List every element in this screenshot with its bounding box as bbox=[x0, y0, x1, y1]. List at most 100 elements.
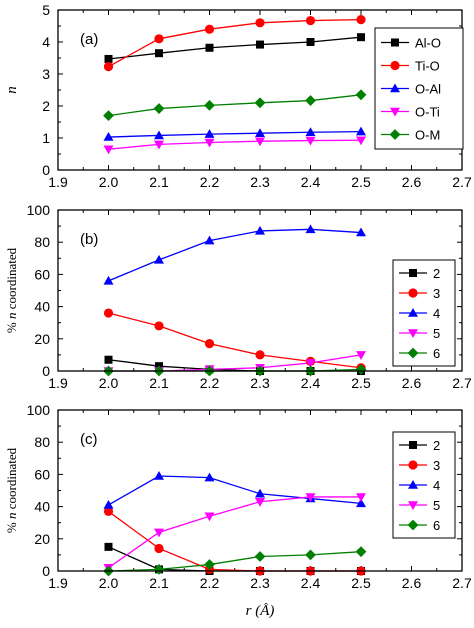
y-tick-label: 0 bbox=[42, 563, 50, 579]
data-point-3 bbox=[204, 339, 215, 349]
series-line-o-ti bbox=[108, 139, 362, 150]
series-line-6 bbox=[108, 551, 362, 572]
data-point-al-o bbox=[155, 49, 163, 58]
data-point-o-m bbox=[305, 95, 316, 106]
data-point-ti-o bbox=[103, 62, 114, 72]
data-point-5 bbox=[204, 512, 215, 522]
data-point-o-m bbox=[254, 97, 266, 109]
y-tick-label: 60 bbox=[34, 466, 50, 482]
x-tick-label: 2.6 bbox=[402, 375, 422, 391]
legend-label: 5 bbox=[433, 498, 440, 513]
legend-marker bbox=[407, 347, 419, 359]
panel-label: (b) bbox=[80, 231, 98, 248]
data-point-o-al bbox=[305, 127, 316, 136]
data-point-4 bbox=[356, 227, 366, 237]
x-tick-label: 2.5 bbox=[351, 575, 371, 591]
x-tick-label: 2.6 bbox=[402, 174, 422, 190]
data-point-o-al bbox=[204, 129, 215, 138]
x-tick-label: 2.7 bbox=[452, 174, 472, 190]
data-point-3 bbox=[154, 543, 164, 554]
x-tick-label: 2.4 bbox=[301, 375, 321, 391]
series-line-o-al bbox=[108, 130, 362, 138]
y-tick-label: 3 bbox=[42, 66, 50, 82]
data-point-o-ti bbox=[103, 145, 114, 155]
data-point-5 bbox=[305, 359, 316, 368]
data-point-o-al bbox=[356, 126, 366, 136]
x-tick-label: 2.3 bbox=[250, 575, 270, 591]
legend-label: O-Al bbox=[415, 82, 441, 97]
series-line-o-m bbox=[108, 94, 362, 117]
legend-label: 6 bbox=[433, 518, 440, 533]
data-point-3 bbox=[103, 506, 114, 517]
series-line-4 bbox=[108, 475, 362, 506]
data-point-6 bbox=[153, 563, 165, 575]
data-point-ti-o bbox=[204, 24, 215, 34]
data-point-5 bbox=[255, 498, 265, 507]
legend-label: 4 bbox=[433, 478, 440, 493]
legend-label: 5 bbox=[433, 326, 440, 341]
series-line-al-o bbox=[108, 36, 362, 60]
x-tick-label: 2.7 bbox=[452, 575, 472, 591]
series-line-4 bbox=[108, 228, 362, 282]
y-tick-label: 2 bbox=[42, 98, 50, 114]
y-tick-label: 20 bbox=[34, 531, 50, 547]
data-point-3 bbox=[154, 321, 164, 331]
y-axis-label: % n coordinated bbox=[4, 447, 19, 533]
data-point-o-m bbox=[103, 110, 114, 121]
data-point-6 bbox=[305, 549, 316, 561]
x-axis-label: r (Å) bbox=[246, 603, 275, 619]
data-point-3 bbox=[103, 308, 114, 318]
data-point-2 bbox=[104, 355, 113, 364]
data-point-5 bbox=[356, 351, 366, 360]
y-tick-label: 0 bbox=[42, 363, 50, 379]
panel-label: (a) bbox=[80, 31, 98, 48]
x-tick-label: 2.1 bbox=[149, 575, 169, 591]
y-tick-label: 1 bbox=[42, 130, 50, 146]
legend-marker bbox=[408, 480, 418, 489]
y-axis-label: % n coordinated bbox=[4, 247, 19, 333]
data-point-o-ti bbox=[305, 136, 316, 146]
data-point-4 bbox=[204, 472, 215, 482]
legend: Al-O Ti-O O-Al O-Ti O-M bbox=[374, 27, 464, 150]
legend-marker bbox=[390, 60, 400, 71]
data-point-4 bbox=[154, 254, 164, 264]
data-point-4 bbox=[103, 275, 114, 285]
data-point-2 bbox=[104, 542, 113, 551]
data-point-o-ti bbox=[154, 140, 164, 150]
data-point-ti-o bbox=[255, 18, 265, 28]
data-point-o-m bbox=[153, 103, 165, 114]
data-point-4 bbox=[255, 225, 265, 235]
legend-label: 3 bbox=[433, 458, 440, 473]
y-tick-label: 40 bbox=[34, 299, 50, 315]
legend-label: Ti-O bbox=[415, 59, 440, 74]
legend-marker bbox=[408, 501, 418, 510]
data-point-6 bbox=[355, 546, 367, 558]
panel-b: 1.9 2.0 2.1 2.2 2.3 2.4 2.5 2.6 2.7 0 20 40 60 80 100 (… bbox=[4, 202, 472, 391]
x-tick-label: 1.9 bbox=[48, 174, 68, 190]
y-tick-label: 80 bbox=[34, 234, 50, 250]
legend-marker bbox=[408, 308, 418, 317]
x-tick-label: 2.7 bbox=[452, 375, 472, 391]
x-tick-label: 1.9 bbox=[48, 375, 68, 391]
data-point-o-m bbox=[355, 89, 367, 101]
y-tick-label: 80 bbox=[34, 434, 50, 450]
x-tick-label: 2.3 bbox=[250, 375, 270, 391]
data-point-5 bbox=[154, 528, 164, 538]
legend: 2 3 4 5 6 bbox=[392, 259, 456, 367]
legend-label: 3 bbox=[433, 286, 440, 301]
data-point-6 bbox=[355, 363, 367, 375]
series-line-ti-o bbox=[108, 18, 362, 68]
legend-label: 2 bbox=[433, 438, 440, 453]
x-tick-label: 2.2 bbox=[200, 174, 220, 190]
x-tick-label: 2.0 bbox=[99, 375, 119, 391]
plot-frame bbox=[57, 409, 463, 572]
legend-label: 4 bbox=[433, 306, 440, 321]
panel-a: 1.9 2.0 2.1 2.2 2.3 2.4 2.5 2.6 2.7 0 1 2 3 4 5 (a) n Al-… bbox=[4, 2, 472, 190]
x-tick-label: 2.0 bbox=[99, 174, 119, 190]
x-tick-label: 2.6 bbox=[402, 575, 422, 591]
x-tick-label: 2.1 bbox=[149, 375, 169, 391]
data-point-3 bbox=[255, 350, 265, 360]
data-point-al-o bbox=[256, 40, 264, 49]
data-point-4 bbox=[154, 471, 164, 480]
